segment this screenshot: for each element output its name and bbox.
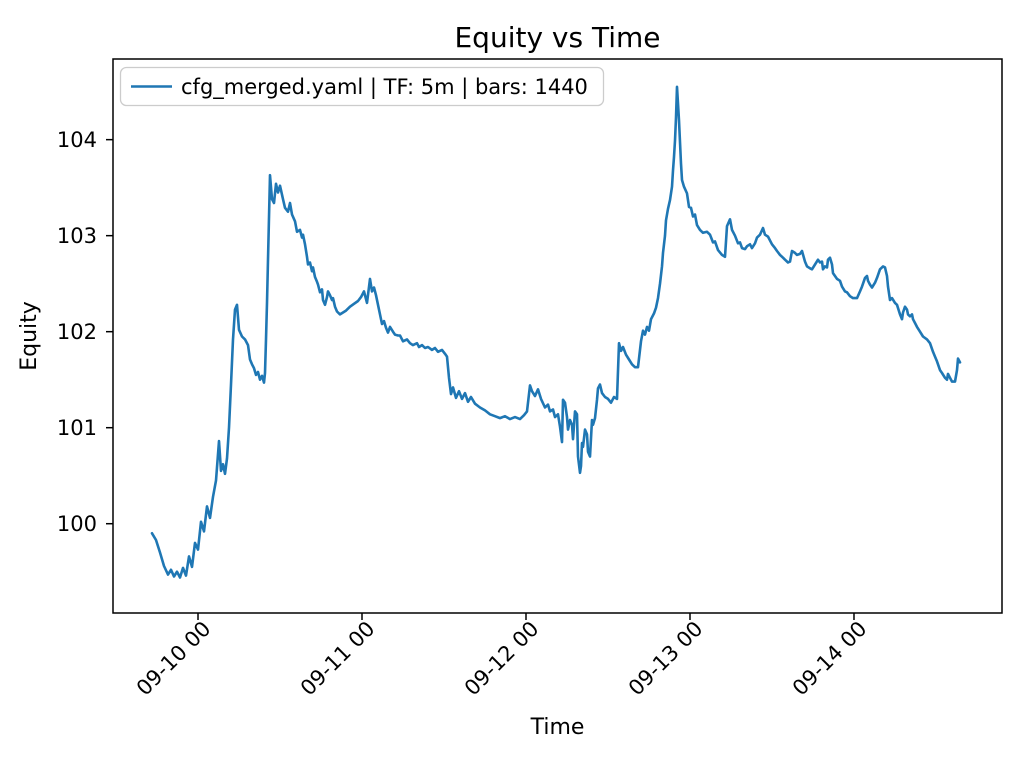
- axis-ticks: 09-10 00 09-11 00 09-12 00 09-13 00 09-14 00…: [57, 128, 872, 700]
- plot-area: [112, 58, 1003, 614]
- y-tick-label: 103: [57, 224, 97, 248]
- equity-line: [150, 85, 962, 579]
- legend: cfg_merged.yaml | TF: 5m | bars: 1440: [119, 66, 605, 107]
- x-tick-label: 09-13 00: [624, 617, 708, 701]
- x-tick-label: 09-14 00: [788, 617, 872, 701]
- x-tick-label: 09-10 00: [132, 617, 216, 701]
- y-axis-label: Equity: [17, 301, 42, 371]
- x-tick-label: 09-11 00: [296, 617, 380, 701]
- y-tick-label: 101: [57, 416, 97, 440]
- y-tick-label: 102: [57, 320, 97, 344]
- series-line: [150, 85, 962, 579]
- x-tick-label: 09-12 00: [460, 617, 544, 701]
- chart-title: Equity vs Time: [454, 21, 660, 54]
- legend-box: [119, 66, 605, 107]
- y-tick-label: 100: [57, 512, 97, 536]
- x-axis-label: Time: [530, 715, 585, 740]
- legend-label: cfg_merged.yaml | TF: 5m | bars: 1440: [181, 75, 588, 100]
- y-tick-label: 104: [57, 128, 97, 152]
